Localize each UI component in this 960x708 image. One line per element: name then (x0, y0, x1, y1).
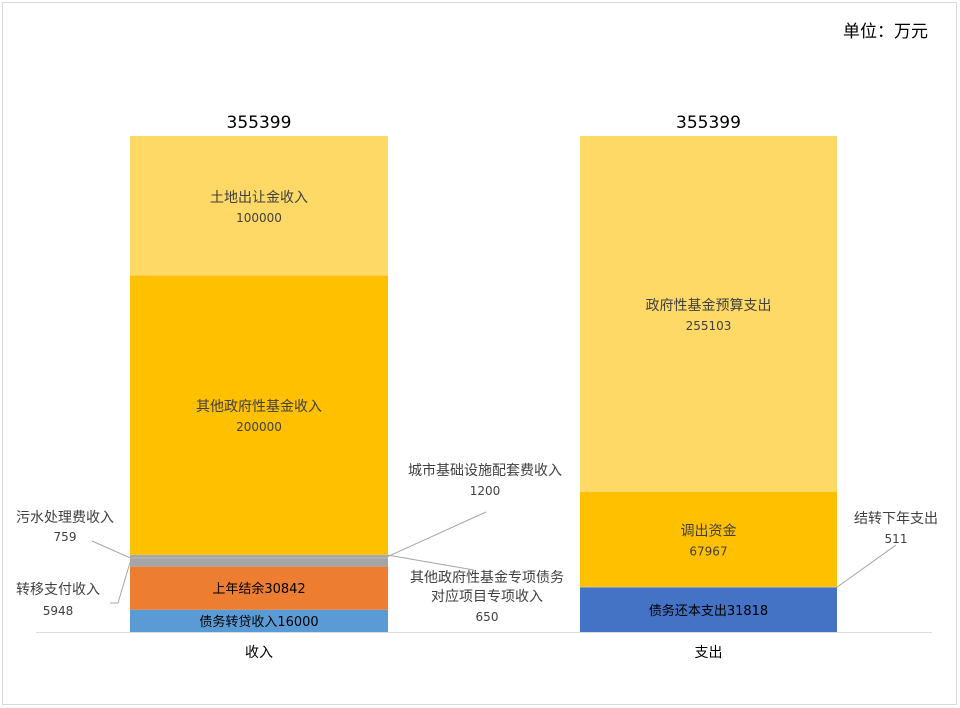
segment-label: 债务还本支出31818 (649, 603, 768, 619)
segment-label: 债务转贷收入16000 (199, 614, 318, 630)
callout-label: 其他政府性基金专项债务 (410, 569, 564, 586)
bar-segment (130, 275, 388, 555)
callout-value: 650 (476, 610, 499, 624)
leader-line (387, 554, 475, 571)
segment-value: 255103 (686, 319, 732, 333)
callout-label: 污水处理费收入 (16, 510, 114, 526)
callout-value: 511 (885, 532, 908, 546)
segment-label: 上年结余30842 (212, 581, 305, 597)
callout-value: 5948 (43, 604, 74, 618)
bar-segment (580, 587, 837, 632)
callout-value: 759 (54, 530, 77, 544)
callout-label: 城市基础设施配套费收入 (408, 462, 562, 479)
segment-value: 200000 (236, 420, 282, 434)
segment-label: 其他政府性基金收入 (196, 398, 322, 415)
segment-label: 政府性基金预算支出 (646, 297, 772, 314)
leader-line (110, 562, 131, 604)
total-label: 355399 (676, 113, 741, 133)
bar-segment (580, 586, 837, 588)
bar-segment (130, 609, 388, 632)
bar-segment (130, 557, 388, 559)
segment-value: 67967 (689, 544, 727, 558)
callout-value: 1200 (470, 484, 501, 498)
category-label: 收入 (245, 645, 273, 661)
callout-label: 转移支付收入 (16, 582, 100, 598)
bar-segment (130, 554, 388, 556)
bar-segment (580, 136, 837, 493)
callout-label: 对应项目专项收入 (431, 588, 543, 605)
bar-segment (130, 558, 388, 567)
bar-segment (130, 555, 388, 558)
segment-label: 调出资金 (681, 523, 737, 539)
bar-segment (130, 566, 388, 610)
total-label: 355399 (227, 113, 292, 133)
bar-segment (580, 492, 837, 587)
callout-label: 结转下年支出 (854, 511, 938, 527)
unit-label: 单位：万元 (843, 22, 928, 42)
bar-segment (130, 136, 388, 276)
leader-line (836, 544, 897, 588)
category-label: 支出 (695, 645, 723, 661)
segment-label: 土地出让金收入 (210, 190, 308, 206)
leader-line (387, 511, 487, 557)
segment-value: 100000 (236, 211, 282, 225)
leader-line (91, 540, 131, 559)
